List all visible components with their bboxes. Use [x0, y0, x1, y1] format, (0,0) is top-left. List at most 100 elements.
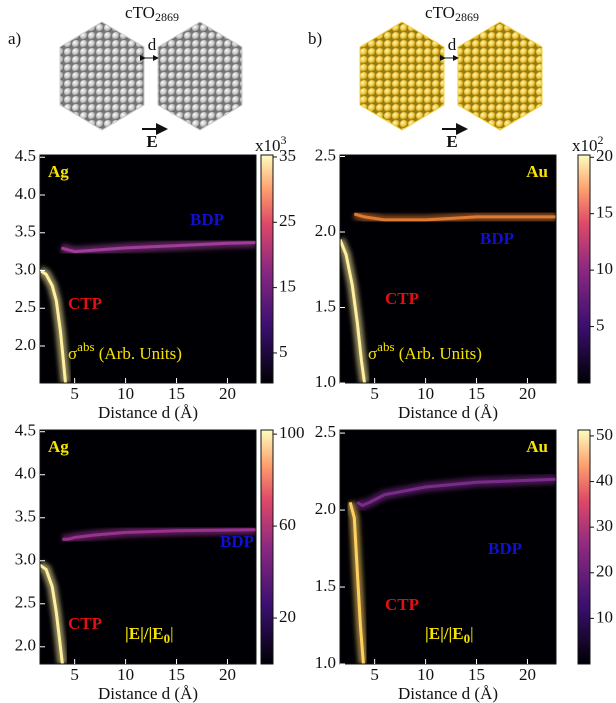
text-part: x10 [572, 136, 598, 155]
y-tick-label: 4.0 [15, 184, 36, 203]
nanocluster [458, 22, 542, 130]
colorbar-tick-label: 50 [596, 425, 613, 444]
colorbar-tick-label: 35 [279, 146, 296, 165]
x-tick-label: 5 [370, 665, 379, 684]
text-part: cTO [125, 3, 155, 22]
text-part: abs [377, 339, 394, 354]
y-tick-label: 2.5 [15, 593, 36, 612]
colorbar-tick-label: 20 [596, 562, 613, 581]
x-tick-label: 5 [70, 665, 79, 684]
x-axis-label: Distance d (Å) [398, 684, 498, 703]
colorbar [261, 430, 273, 664]
x-tick-label: 15 [468, 665, 485, 684]
colorbar-tick-label: 5 [279, 342, 288, 361]
text-part: (Arb. Units) [95, 344, 182, 363]
y-tick-label: 4.0 [15, 464, 36, 483]
element-label: Ag [48, 162, 69, 181]
y-tick-label: 3.5 [15, 222, 36, 241]
panel-letter: b) [308, 29, 322, 48]
field-label: E [146, 132, 157, 151]
text-part: σ [68, 344, 77, 363]
nanocluster [60, 22, 144, 130]
y-tick-label: 2.0 [15, 335, 36, 354]
colorbar-tick-label: 30 [596, 516, 613, 535]
feature-label: BDP [220, 532, 254, 551]
y-tick-label: 3.5 [15, 507, 36, 526]
y-tick-label: 2.0 [315, 499, 336, 518]
y-tick-label: 2.5 [15, 297, 36, 316]
element-label: Au [526, 162, 548, 181]
x-tick-label: 10 [417, 665, 434, 684]
y-tick-label: 2.0 [15, 636, 36, 655]
y-tick-label: 3.0 [15, 259, 36, 278]
colorbar-tick-label: 100 [279, 423, 305, 442]
y-tick-label: 3.0 [15, 550, 36, 569]
x-tick-label: 20 [219, 384, 236, 403]
y-tick-label: 1.0 [315, 372, 336, 391]
feature-label: CTP [68, 614, 102, 633]
field-label: E [446, 132, 457, 151]
colorbar-tick-label: 15 [596, 203, 613, 222]
x-tick-label: 5 [70, 384, 79, 403]
colorbar-tick-label: 20 [596, 146, 613, 165]
x-tick-label: 20 [519, 384, 536, 403]
y-tick-label: 1.5 [315, 296, 336, 315]
x-tick-label: 15 [168, 665, 185, 684]
text-part: x10 [255, 136, 281, 155]
text-part: |E|/|E [125, 624, 164, 643]
y-tick-label: 2.5 [315, 145, 336, 164]
colorbar [261, 155, 273, 383]
y-tick-label: 1.0 [315, 653, 336, 672]
text-part: 2 [598, 133, 604, 147]
gap-label: d [448, 35, 457, 54]
x-tick-label: 10 [117, 665, 134, 684]
feature-label: BDP [480, 229, 514, 248]
colorbar-tick-label: 20 [279, 607, 296, 626]
x-tick-label: 15 [468, 384, 485, 403]
colorbar-tick-label: 10 [596, 259, 613, 278]
cluster-label: cTO2869 [425, 3, 479, 24]
text-part: | [470, 624, 473, 643]
x-axis-label: Distance d (Å) [98, 684, 198, 703]
feature-label: BDP [488, 539, 522, 558]
element-label: Ag [48, 437, 69, 456]
feature-label: CTP [68, 294, 102, 313]
y-tick-label: 4.5 [15, 146, 36, 165]
x-axis-label: Distance d (Å) [98, 403, 198, 422]
text-part: 3 [281, 133, 287, 147]
colorbar-tick-label: 60 [279, 515, 296, 534]
colorbar [578, 155, 590, 383]
x-tick-label: 15 [168, 384, 185, 403]
colorbar-tick-label: 15 [279, 277, 296, 296]
colorbar [578, 430, 590, 664]
text-part: | [170, 624, 173, 643]
colorbar-tick-label: 40 [596, 470, 613, 489]
colorbar-tick-label: 5 [596, 315, 605, 334]
x-tick-label: 10 [117, 384, 134, 403]
feature-label: CTP [385, 289, 419, 308]
feature-label: BDP [190, 210, 224, 229]
x-tick-label: 5 [370, 384, 379, 403]
feature-label: CTP [385, 595, 419, 614]
panel-letter: a) [8, 29, 21, 48]
text-part: abs [77, 339, 94, 354]
gap-label: d [148, 35, 157, 54]
x-tick-label: 20 [519, 665, 536, 684]
x-axis-label: Distance d (Å) [398, 403, 498, 422]
y-tick-label: 1.5 [315, 576, 336, 595]
nanocluster [360, 22, 444, 130]
colorbar-tick-label: 25 [279, 211, 296, 230]
colorbar-tick-label: 10 [596, 607, 613, 626]
element-label: Au [526, 437, 548, 456]
text-part: 2869 [455, 10, 479, 24]
x-tick-label: 10 [417, 384, 434, 403]
cluster-label: cTO2869 [125, 3, 179, 24]
text-part: (Arb. Units) [395, 344, 482, 363]
y-tick-label: 2.5 [315, 422, 336, 441]
y-tick-label: 4.5 [15, 421, 36, 440]
figure: a)cTO2869dEb)cTO2869dECTPBDPAgσabs (Arb.… [0, 0, 616, 703]
x-tick-label: 20 [219, 665, 236, 684]
text-part: 2869 [155, 10, 179, 24]
nanocluster [158, 22, 242, 130]
text-part: cTO [425, 3, 455, 22]
